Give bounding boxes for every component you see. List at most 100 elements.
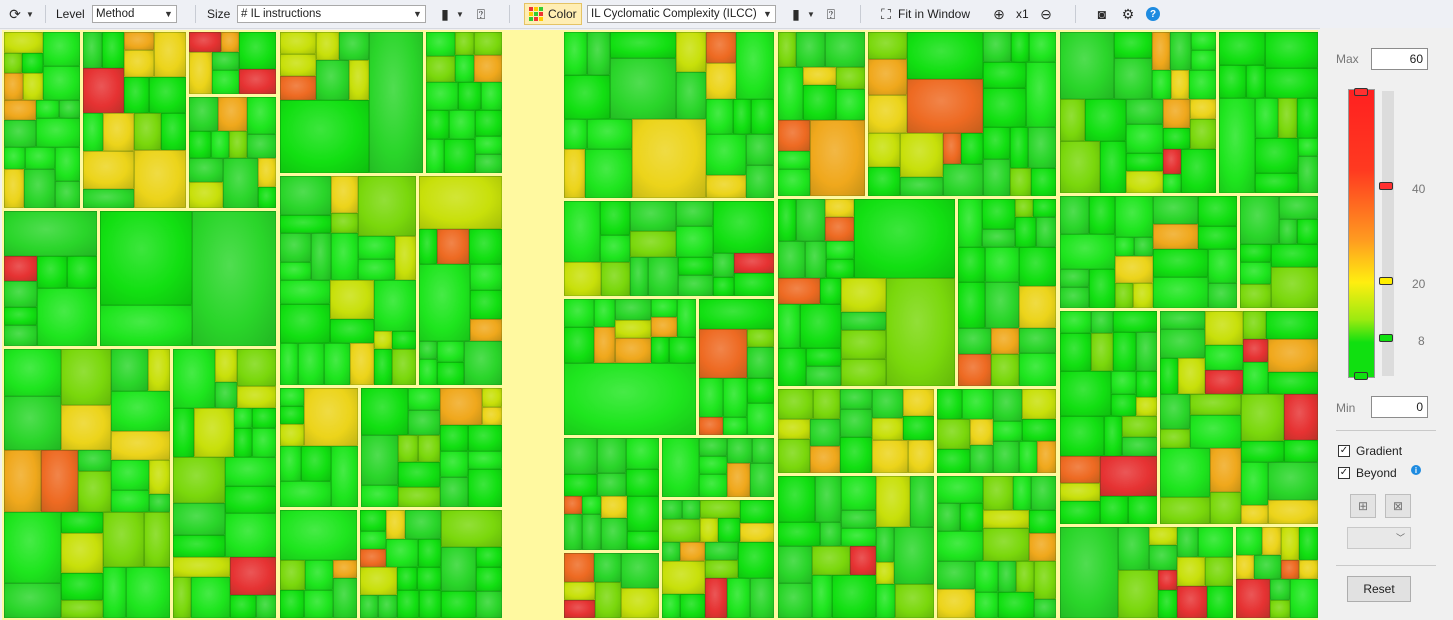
treemap-cell[interactable] (324, 343, 350, 385)
treemap-cell[interactable] (1019, 286, 1056, 328)
treemap-cell[interactable] (305, 560, 333, 590)
treemap-cell[interactable] (908, 440, 934, 473)
treemap-cell[interactable] (825, 32, 865, 67)
treemap-cell[interactable] (1243, 339, 1268, 362)
treemap-cell[interactable] (699, 299, 774, 329)
treemap-cell[interactable] (55, 181, 80, 208)
treemap-cell[interactable] (1115, 237, 1134, 256)
treemap-cell[interactable] (331, 213, 358, 233)
treemap-cell[interactable] (738, 542, 774, 578)
scale-slider-track[interactable] (1382, 91, 1394, 376)
treemap-cell[interactable] (1284, 394, 1318, 440)
treemap-cell[interactable] (43, 32, 80, 66)
treemap-cell[interactable] (455, 32, 474, 55)
treemap-cell[interactable] (4, 100, 36, 120)
treemap-cell[interactable] (705, 578, 727, 618)
treemap-cell[interactable] (173, 577, 191, 618)
treemap-cell[interactable] (1171, 70, 1189, 99)
treemap-cell[interactable] (723, 417, 747, 435)
treemap-cell[interactable] (582, 496, 601, 514)
treemap-cell[interactable] (395, 236, 416, 280)
treemap-cell[interactable] (907, 32, 983, 79)
treemap-cell[interactable] (482, 407, 502, 425)
treemap-cell[interactable] (740, 523, 774, 542)
treemap-cell[interactable] (597, 473, 626, 496)
treemap-cell[interactable] (903, 389, 934, 416)
treemap-cell[interactable] (301, 446, 331, 481)
treemap-cell[interactable] (1298, 138, 1318, 156)
treemap-cell[interactable] (651, 299, 677, 317)
treemap-cell[interactable] (475, 136, 502, 154)
treemap-cell[interactable] (280, 510, 357, 560)
treemap-cell[interactable] (1136, 371, 1157, 397)
treemap-cell[interactable] (803, 67, 836, 85)
treemap-cell[interactable] (1060, 456, 1100, 483)
treemap-cell[interactable] (937, 476, 983, 503)
treemap-cell[interactable] (444, 139, 475, 173)
treemap-cell[interactable] (840, 409, 872, 437)
marker-mid[interactable] (1379, 277, 1393, 285)
treemap-cell[interactable] (564, 149, 585, 198)
treemap-cell[interactable] (100, 305, 192, 346)
treemap-cell[interactable] (55, 147, 80, 181)
treemap-cell[interactable] (189, 158, 223, 182)
treemap-cell[interactable] (1255, 173, 1298, 193)
treemap-cell[interactable] (1013, 476, 1031, 510)
treemap-cell[interactable] (868, 133, 900, 167)
treemap-cell[interactable] (124, 32, 154, 50)
treemap-cell[interactable] (474, 32, 502, 55)
treemap-cell[interactable] (751, 99, 774, 134)
treemap-cell[interactable] (1022, 419, 1056, 441)
refresh-button[interactable]: ⟳ ▼ (6, 0, 34, 28)
treemap-cell[interactable] (840, 389, 872, 409)
treemap-cell[interactable] (615, 338, 651, 363)
treemap-cell[interactable] (1163, 99, 1190, 128)
treemap-cell[interactable] (360, 549, 386, 567)
treemap-cell[interactable] (778, 32, 796, 67)
treemap-cell[interactable] (1019, 441, 1037, 473)
treemap-cell[interactable] (397, 590, 419, 618)
treemap-cell[interactable] (361, 485, 398, 507)
treemap-cell[interactable] (705, 560, 738, 578)
treemap-cell[interactable] (149, 460, 170, 494)
treemap-cell[interactable] (333, 560, 357, 578)
treemap-cell[interactable] (1022, 389, 1056, 419)
treemap-cell[interactable] (1262, 527, 1281, 555)
treemap-cell[interactable] (441, 591, 476, 618)
treemap-cell[interactable] (440, 451, 468, 477)
treemap-cell[interactable] (983, 127, 1010, 159)
treemap-cell[interactable] (464, 341, 502, 385)
treemap-cell[interactable] (229, 131, 247, 158)
treemap-cell[interactable] (680, 594, 705, 618)
treemap-cell[interactable] (1126, 171, 1163, 193)
treemap-cell[interactable] (61, 533, 103, 573)
treemap-cell[interactable] (61, 349, 111, 405)
treemap-cell[interactable] (408, 388, 440, 410)
treemap-cell[interactable] (398, 487, 440, 507)
treemap-cell[interactable] (747, 378, 774, 403)
add-color-stop-button[interactable]: ⊞ (1350, 494, 1376, 518)
treemap-cell[interactable] (750, 578, 774, 618)
treemap-cell[interactable] (713, 253, 734, 277)
treemap-cell[interactable] (1241, 441, 1284, 462)
treemap-cell[interactable] (841, 330, 886, 359)
treemap-cell[interactable] (601, 518, 627, 550)
treemap-cell[interactable] (418, 435, 440, 462)
zoom-in-button[interactable]: ⊕ (990, 0, 1008, 28)
treemap-cell[interactable] (564, 201, 600, 262)
treemap-cell[interactable] (358, 236, 395, 259)
treemap-cell[interactable] (778, 241, 805, 278)
reset-button[interactable]: Reset (1347, 576, 1411, 602)
treemap-cell[interactable] (669, 337, 696, 363)
treemap-cell[interactable] (41, 450, 78, 512)
treemap-cell[interactable] (1236, 555, 1254, 579)
treemap-cell[interactable] (280, 560, 305, 590)
treemap-cell[interactable] (1236, 527, 1262, 555)
treemap-cell[interactable] (900, 177, 943, 196)
treemap-cell[interactable] (1060, 32, 1114, 99)
treemap-cell[interactable] (970, 419, 993, 445)
treemap-cell[interactable] (349, 60, 369, 100)
treemap-cell[interactable] (189, 52, 212, 94)
treemap-cell[interactable] (778, 389, 813, 419)
treemap-cell[interactable] (1207, 586, 1233, 618)
